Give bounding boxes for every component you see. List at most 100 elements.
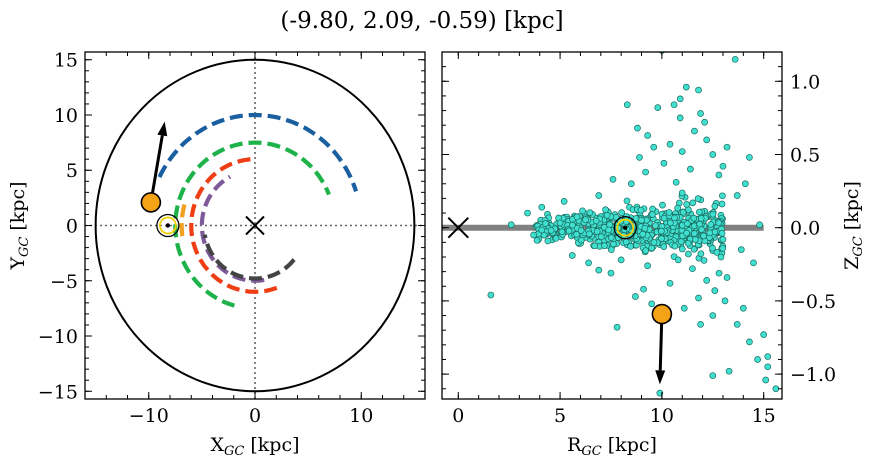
- scatter-point: [591, 242, 599, 250]
- right-y-axis-label: ZGC [kpc]: [841, 181, 866, 270]
- scatter-point: [597, 233, 605, 241]
- scatter-point: [715, 171, 723, 179]
- scatter-point: [507, 221, 515, 229]
- scatter-point: [695, 86, 702, 94]
- scatter-point: [689, 265, 696, 273]
- scatter-point: [560, 197, 568, 205]
- scatter-point: [648, 300, 656, 308]
- scatter-point: [691, 127, 698, 135]
- scatter-point: [568, 252, 576, 259]
- galaxy-boundary-circle: [94, 58, 416, 393]
- scatter-point: [586, 209, 594, 216]
- scatter-point: [641, 224, 649, 232]
- scatter-point: [678, 245, 686, 253]
- scatter-point: [627, 242, 634, 250]
- y-tick-label: 0.5: [790, 144, 820, 166]
- sun-outer-ring: [613, 216, 637, 240]
- scatter-point: [703, 277, 711, 284]
- x-tick-label: 10: [349, 405, 373, 427]
- scatter-point: [585, 259, 592, 267]
- spiral-arm-6: [202, 234, 296, 281]
- scatter-point: [733, 192, 741, 199]
- sun-yellow-ring: [158, 216, 177, 235]
- scatter-point: [690, 230, 698, 237]
- scatter-point: [565, 227, 573, 235]
- scatter-point: [676, 95, 684, 103]
- scatter-point: [595, 266, 603, 274]
- scatter-point: [709, 372, 717, 379]
- x-marker-stroke-b: [245, 215, 265, 236]
- arrow-head: [655, 370, 666, 385]
- scatter-point: [733, 320, 741, 328]
- scatter-point: [595, 192, 603, 199]
- scatter-point: [709, 210, 717, 218]
- scatter-point: [556, 219, 564, 227]
- right-x-axis-label: RGC [kpc]: [567, 434, 657, 459]
- scatter-point: [680, 304, 688, 312]
- left-ticks: [84, 52, 426, 399]
- scatter-point: [658, 235, 665, 243]
- scatter-point: [707, 221, 715, 228]
- y-tick-label: 1.0: [790, 71, 820, 93]
- scatter-point: [760, 331, 768, 338]
- scatter-point: [684, 250, 692, 258]
- scatter-point: [667, 219, 674, 227]
- scatter-point: [721, 297, 729, 305]
- scatter-point: [585, 230, 593, 238]
- scatter-point: [648, 244, 656, 252]
- x-marker-stroke-b: [447, 216, 469, 239]
- scatter-point: [715, 269, 723, 277]
- scatter-point: [697, 250, 705, 258]
- spiral-arm-5: [199, 174, 265, 283]
- scatter-point: [684, 239, 692, 247]
- scatter-point: [679, 208, 687, 216]
- scatter-point: [698, 226, 705, 234]
- left-y-axis-label-subscript: GC: [17, 237, 32, 257]
- scatter-point: [544, 237, 552, 245]
- scatter-point: [642, 168, 649, 176]
- arrow-shaft: [149, 135, 164, 203]
- scatter-point: [552, 234, 560, 242]
- scatter-point: [533, 236, 541, 244]
- scatter-point: [602, 206, 609, 214]
- scatter-point: [577, 227, 585, 234]
- scatter-point: [717, 253, 725, 261]
- star-position-marker: [140, 192, 162, 213]
- y-tick-label: 0.0: [790, 218, 820, 240]
- sun-marker: [156, 213, 180, 238]
- spiral-arm-2: [173, 140, 331, 308]
- scatter-point: [697, 214, 705, 222]
- scatter-point: [660, 159, 668, 167]
- scatter-point: [636, 154, 643, 161]
- scatter-point: [677, 238, 685, 245]
- scatter-point: [719, 162, 727, 170]
- scatter-point: [634, 124, 641, 132]
- scatter-point: [607, 246, 615, 253]
- scatter-point: [676, 114, 684, 122]
- scatter-point: [737, 246, 745, 254]
- scatter-point: [601, 242, 608, 250]
- y-tick-label: −0.5: [790, 291, 836, 313]
- scatter-point: [683, 200, 691, 208]
- star-position-marker: [651, 303, 673, 325]
- x-tick-label: 15: [752, 405, 776, 427]
- x-tick-label: 5: [554, 405, 566, 427]
- scatter-point: [524, 209, 531, 217]
- scatter-point: [607, 269, 615, 277]
- scatter-point: [672, 178, 680, 186]
- figure-title: (-9.80, 2.09, -0.59) [kpc]: [280, 8, 563, 34]
- y-tick-label: 10: [54, 105, 78, 127]
- scatter-point: [742, 180, 749, 188]
- scatter-point: [731, 55, 739, 63]
- sun-marker: [613, 216, 637, 240]
- spiral-arm-1: [157, 112, 359, 193]
- scatter-point: [487, 291, 495, 299]
- scatter-point: [671, 214, 678, 222]
- scatter-point: [678, 148, 686, 155]
- scatter-point: [715, 219, 723, 227]
- sun-outer-ring: [156, 213, 180, 238]
- scatter-point: [690, 245, 698, 253]
